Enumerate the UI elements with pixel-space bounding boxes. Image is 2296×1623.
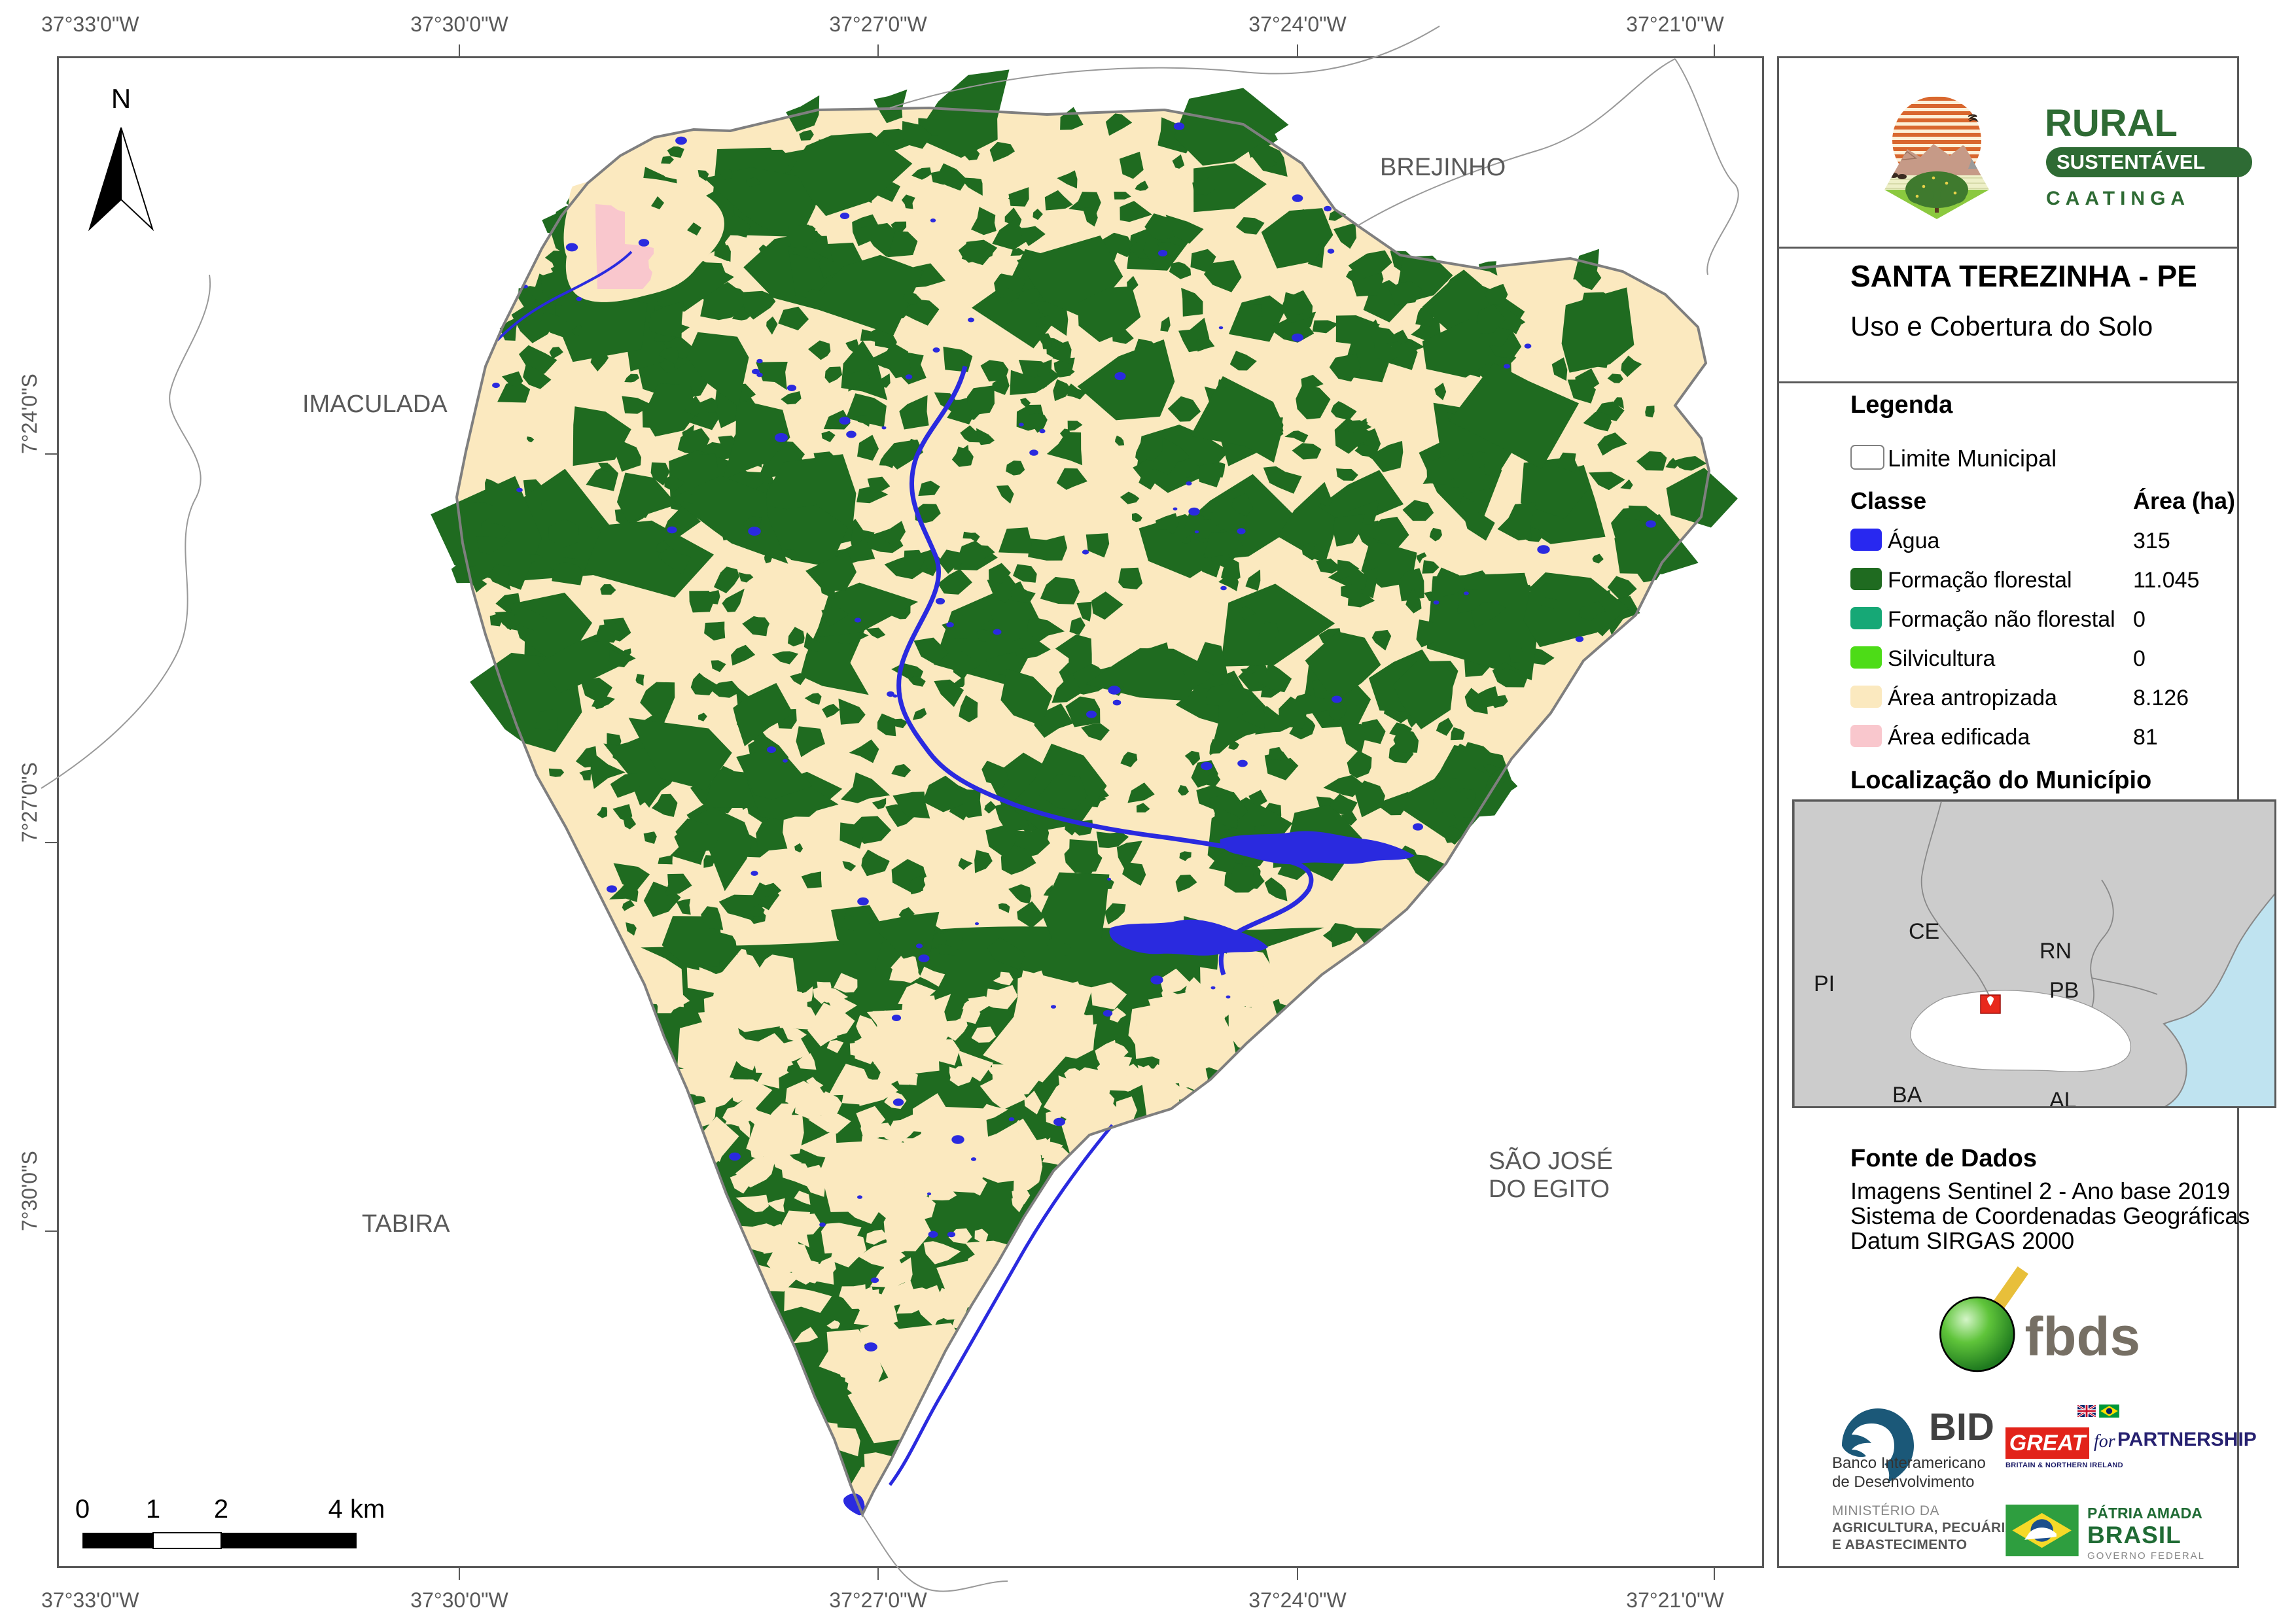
svg-text:37°21'0"W: 37°21'0"W — [1626, 12, 1724, 36]
svg-text:37°33'0"W: 37°33'0"W — [41, 12, 139, 36]
svg-text:0: 0 — [75, 1495, 90, 1524]
svg-text:37°21'0"W: 37°21'0"W — [1626, 1588, 1724, 1612]
svg-text:2: 2 — [214, 1495, 228, 1524]
svg-text:37°27'0"W: 37°27'0"W — [829, 12, 927, 36]
svg-text:37°27'0"W: 37°27'0"W — [829, 1588, 927, 1612]
svg-text:37°24'0"W: 37°24'0"W — [1248, 12, 1347, 36]
svg-text:7°30'0"S: 7°30'0"S — [18, 1151, 41, 1231]
svg-text:IMACULADA: IMACULADA — [302, 391, 448, 418]
svg-text:7°27'0"S: 7°27'0"S — [18, 762, 41, 843]
svg-text:37°33'0"W: 37°33'0"W — [41, 1588, 139, 1612]
svg-text:DO EGITO: DO EGITO — [1489, 1176, 1610, 1203]
svg-text:37°30'0"W: 37°30'0"W — [410, 1588, 508, 1612]
svg-text:BREJINHO: BREJINHO — [1380, 154, 1506, 181]
svg-text:TABIRA: TABIRA — [362, 1210, 450, 1238]
svg-text:N: N — [111, 83, 131, 114]
svg-text:37°30'0"W: 37°30'0"W — [410, 12, 508, 36]
svg-text:1: 1 — [146, 1495, 160, 1524]
svg-text:SÃO JOSÉ: SÃO JOSÉ — [1489, 1147, 1613, 1175]
svg-text:37°24'0"W: 37°24'0"W — [1248, 1588, 1347, 1612]
svg-text:4 km: 4 km — [328, 1495, 385, 1524]
svg-text:7°24'0"S: 7°24'0"S — [18, 374, 41, 454]
